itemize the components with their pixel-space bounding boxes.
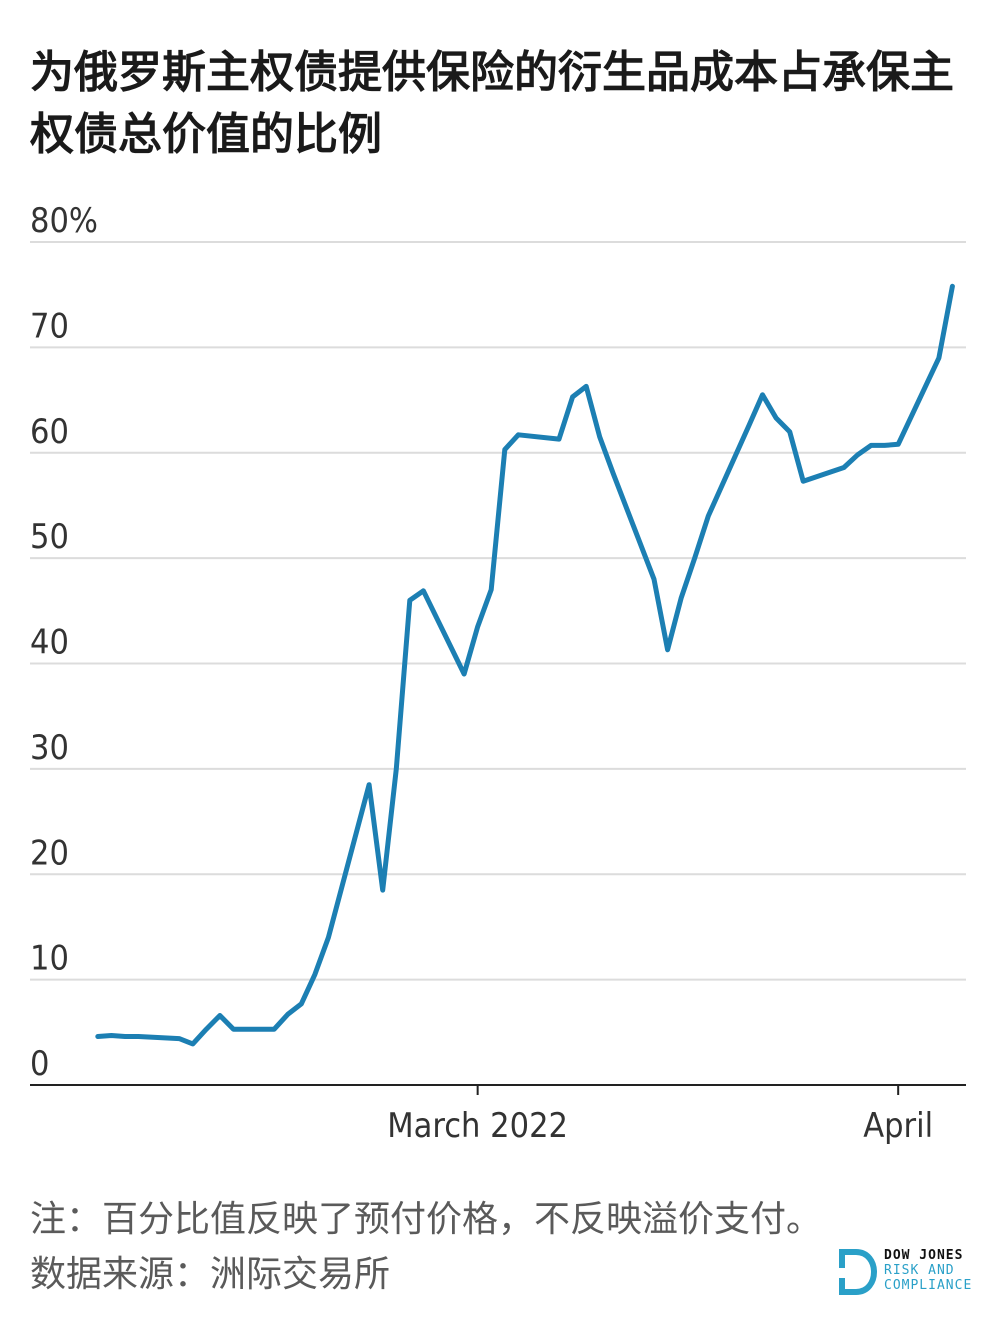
chart-note: 注：百分比值反映了预付价格，不反映溢价支付。: [30, 1199, 823, 1240]
x-tick-label-1: April: [863, 1106, 933, 1146]
logo-line-1: DOW JONES: [884, 1248, 964, 1263]
logo-line-3: COMPLIANCE: [884, 1278, 973, 1293]
dj-d-mark-icon: [839, 1249, 878, 1295]
y-tick-label-50: 50: [30, 517, 69, 557]
y-tick-label-70: 70: [30, 306, 69, 346]
series-line-0: [95, 283, 955, 1047]
y-tick-label-40: 40: [30, 623, 69, 663]
dow-jones-logo: DOW JONES RISK AND COMPLIANCE: [838, 1248, 988, 1296]
grid-lines: [30, 241, 966, 981]
y-tick-label-30: 30: [30, 728, 69, 768]
y-tick-label-60: 60: [30, 412, 69, 452]
y-tick-label-0: 0: [30, 1044, 49, 1084]
series-group: [95, 283, 955, 1047]
chart-title: 为俄罗斯主权债提供保险的衍生品成本占承保主权债总价值的比例: [30, 47, 954, 160]
chart-source: 数据来源：洲际交易所: [30, 1254, 391, 1295]
y-tick-label-20: 20: [30, 833, 69, 873]
x-tick-label-0: March 2022: [387, 1106, 568, 1146]
y-tick-label-80: 80%: [30, 201, 98, 241]
y-axis-tick-labels: 0 10 20 30 40 50 60 70 80%: [30, 201, 98, 1084]
line-chart: 0 10 20 30 40 50 60 70 80% March 2022 April: [30, 201, 966, 1146]
x-axis: March 2022 April: [30, 1084, 966, 1146]
logo-line-2: RISK AND: [884, 1263, 955, 1278]
y-tick-label-10: 10: [30, 939, 69, 979]
